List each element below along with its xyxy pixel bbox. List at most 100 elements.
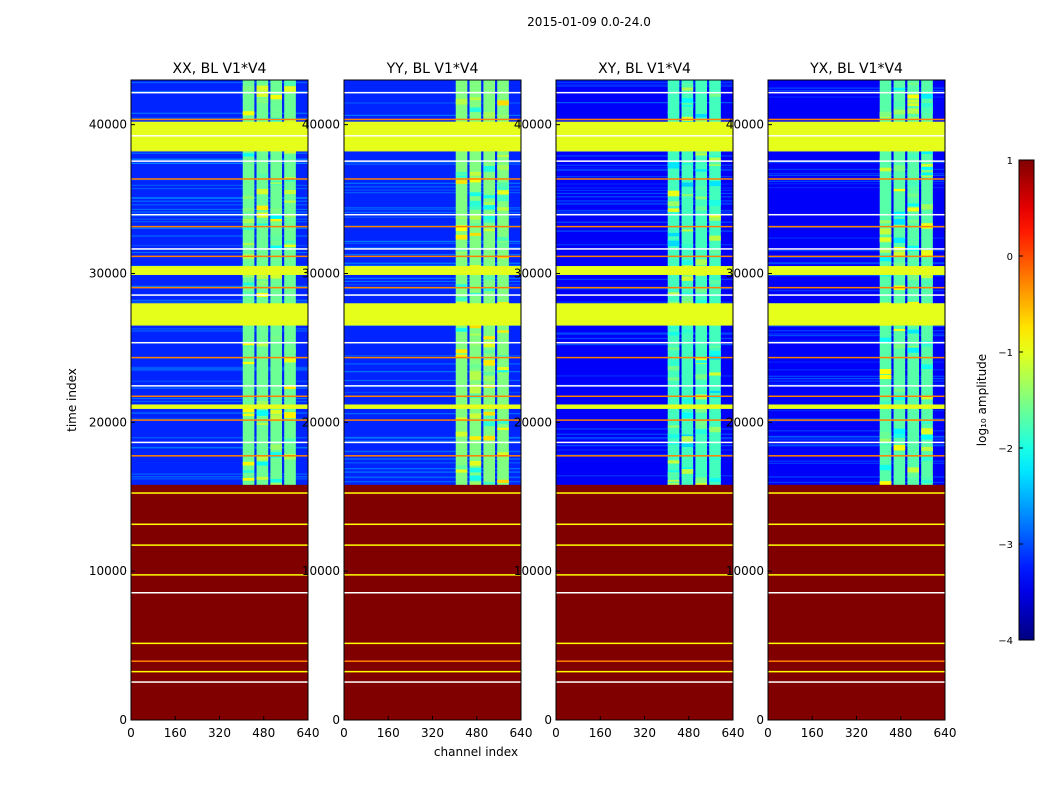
signal-patch [469, 292, 482, 296]
noise-row [131, 251, 308, 254]
noise-row [768, 460, 945, 462]
signal-patch [270, 214, 283, 219]
flag-line [768, 225, 945, 228]
flag-line [131, 670, 308, 673]
noise-row [768, 168, 945, 170]
signal-patch [667, 160, 680, 164]
noise-row [556, 155, 733, 157]
signal-patch [667, 360, 680, 367]
signal-patch [455, 171, 468, 175]
signal-patch [284, 214, 296, 218]
signal-patch [879, 481, 892, 486]
signal-patch [681, 229, 694, 232]
signal-patch [907, 153, 920, 159]
signal-patch [242, 461, 255, 466]
noise-row [131, 245, 308, 247]
signal-patch [893, 218, 906, 225]
noise-row [556, 85, 733, 87]
signal-patch [256, 280, 269, 286]
signal-patch [469, 384, 482, 390]
time-band [768, 404, 945, 409]
signal-patch [455, 98, 468, 105]
y-tick-label: 30000 [302, 266, 340, 280]
signal-patch [256, 273, 269, 280]
y-tick-label: 0 [332, 713, 340, 727]
signal-patch [695, 477, 708, 484]
signal-patch [242, 478, 255, 481]
x-tick-label: 0 [340, 726, 348, 740]
flag-line [344, 356, 521, 359]
signal-patch [242, 361, 255, 365]
noise-row [131, 204, 308, 206]
signal-patch [483, 415, 496, 419]
signal-patch [695, 429, 708, 434]
signal-patch [921, 480, 933, 484]
noise-row [768, 325, 945, 327]
panel-title: YY, BL V1*V4 [386, 61, 479, 77]
flag-line [131, 286, 308, 289]
signal-patch [284, 348, 296, 353]
flag-line [768, 574, 945, 576]
flag-line [556, 255, 733, 258]
signal-patch [709, 477, 721, 482]
flag-line [131, 660, 308, 662]
flag-line [556, 160, 733, 162]
signal-patch [483, 482, 496, 485]
noise-row [768, 250, 945, 252]
signal-patch [893, 87, 906, 91]
signal-patch [455, 175, 468, 178]
signal-patch [681, 398, 694, 404]
signal-patch [497, 372, 509, 375]
flag-line [556, 356, 733, 359]
x-tick-label: 160 [589, 726, 612, 740]
noise-row [768, 481, 945, 483]
signal-patch [695, 391, 708, 395]
signal-patch [497, 207, 509, 211]
signal-patch [893, 401, 906, 405]
panels-group: XX, BL V1*V4 0 160 320 480 640 0 10000 20000 3000… [89, 61, 957, 740]
noise-row [556, 449, 733, 451]
flag-line [131, 178, 308, 180]
signal-patch [455, 431, 468, 437]
signal-patch [469, 364, 482, 369]
time-band [768, 266, 945, 275]
flag-line [768, 492, 945, 494]
noise-row [131, 285, 308, 287]
noise-row [556, 183, 733, 185]
noise-row [556, 211, 733, 213]
noise-row [768, 96, 945, 98]
flag-line [768, 592, 945, 594]
signal-band [469, 80, 482, 720]
flag-line [768, 455, 945, 457]
signal-patch [667, 347, 680, 351]
noise-row [131, 235, 308, 237]
signal-patch [469, 375, 482, 381]
signal-patch [667, 190, 680, 197]
signal-patch [893, 251, 906, 258]
signal-patch [242, 272, 255, 278]
signal-patch [497, 427, 509, 430]
signal-patch [469, 461, 482, 466]
noise-row [344, 263, 521, 265]
noise-row [344, 476, 521, 479]
signal-patch [242, 195, 255, 200]
signal-patch [695, 196, 708, 200]
flag-line [768, 286, 945, 289]
signal-patch [709, 181, 721, 187]
noise-row [131, 418, 308, 420]
signal-patch [256, 342, 269, 347]
signal-patch [907, 203, 920, 207]
signal-patch [921, 163, 933, 167]
noise-row [131, 152, 308, 154]
noise-row [556, 287, 733, 290]
signal-patch [695, 169, 708, 172]
noise-row [556, 169, 733, 171]
signal-band [455, 80, 468, 720]
noise-row [556, 337, 733, 340]
signal-patch [497, 420, 509, 424]
noise-row [344, 379, 521, 382]
signal-patch [879, 237, 892, 242]
flag-line [344, 178, 521, 180]
signal-patch [469, 387, 482, 394]
noise-row [131, 218, 308, 220]
